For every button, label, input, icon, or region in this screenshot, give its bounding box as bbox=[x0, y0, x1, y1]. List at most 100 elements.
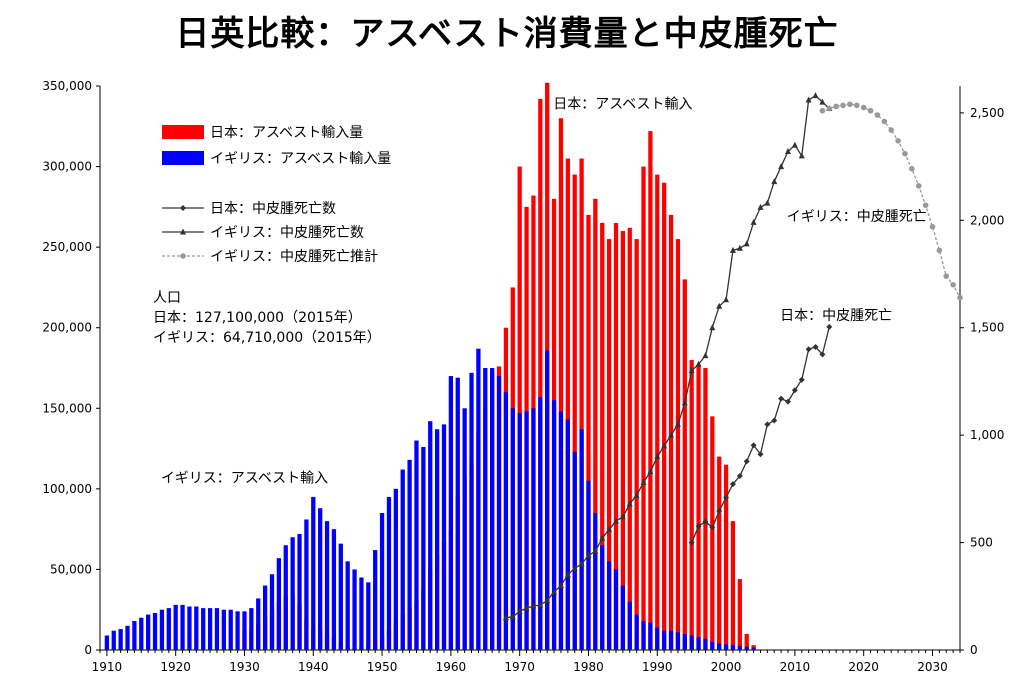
bar-uk-1996 bbox=[696, 637, 701, 650]
bar-uk-1992 bbox=[668, 630, 674, 650]
bar-japan-1973 bbox=[538, 98, 543, 651]
bar-uk-1923 bbox=[194, 606, 199, 650]
bar-uk-1979 bbox=[579, 429, 584, 650]
legend-label-2: 日本：中皮腫死亡数 bbox=[210, 201, 336, 217]
bar-uk-1915 bbox=[139, 617, 144, 650]
population-uk: イギリス：64,710,000（2015年） bbox=[153, 330, 381, 346]
legend-label-1: イギリス：アスベスト輸入量 bbox=[210, 151, 391, 167]
jp-deaths-point-2015 bbox=[826, 323, 833, 330]
bar-japan-1989 bbox=[648, 131, 653, 650]
x-tick-label: 2020 bbox=[848, 660, 879, 674]
uk-deaths-point-1979 bbox=[578, 560, 585, 567]
jp-deaths-point-2007 bbox=[771, 417, 778, 424]
bar-uk-2003 bbox=[744, 646, 749, 650]
uk-deaths-point-1968 bbox=[502, 614, 509, 621]
x-tick-label: 1990 bbox=[642, 660, 673, 674]
uk-deaths-point-2014 bbox=[819, 98, 826, 105]
bar-uk-1937 bbox=[290, 537, 295, 650]
uk-projection-point-2015 bbox=[826, 105, 833, 112]
uk-deaths-point-1976 bbox=[557, 582, 564, 589]
bar-uk-2000 bbox=[723, 644, 729, 650]
jp-deaths-point-2010 bbox=[791, 387, 798, 394]
bar-japan-1980 bbox=[586, 214, 591, 650]
chart-title: 日英比較：アスベスト消費量と中皮腫死亡 bbox=[175, 14, 839, 54]
bar-japan-1990 bbox=[655, 174, 660, 650]
legend-label-3: イギリス：中皮腫死亡数 bbox=[210, 225, 364, 241]
bar-uk-1986 bbox=[627, 601, 632, 650]
bar-japan-1995 bbox=[689, 359, 694, 650]
uk-deaths-point-1993 bbox=[674, 420, 681, 427]
right-tick-label: 1,500 bbox=[970, 321, 1004, 335]
x-tick-label: 1960 bbox=[436, 660, 467, 674]
uk-deaths-point-1991 bbox=[661, 442, 668, 449]
bar-uk-1963 bbox=[469, 372, 474, 650]
bar-uk-1966 bbox=[490, 368, 495, 650]
uk-deaths-point-1997 bbox=[702, 352, 709, 359]
bar-uk-1943 bbox=[331, 529, 337, 650]
legend-label-0: 日本：アスベスト輸入量 bbox=[210, 125, 363, 141]
uk-projection-point-2029 bbox=[922, 202, 929, 209]
uk-deaths-point-1970 bbox=[516, 607, 523, 614]
uk-deaths-point-1974 bbox=[544, 597, 551, 604]
bar-uk-1962 bbox=[462, 408, 467, 650]
jp-deaths-point-2011 bbox=[798, 376, 805, 383]
bar-uk-1989 bbox=[648, 622, 653, 650]
bar-japan-1979 bbox=[579, 158, 584, 650]
bar-japan-2001 bbox=[730, 521, 736, 650]
uk-deaths-point-1999 bbox=[716, 302, 723, 309]
x-tick-label: 2030 bbox=[917, 660, 948, 674]
annotation-2: イギリス：中皮腫死亡 bbox=[787, 209, 927, 225]
bar-uk-1933 bbox=[262, 585, 268, 650]
uk-deaths-point-1980 bbox=[585, 551, 592, 558]
jp-deaths-point-2009 bbox=[785, 398, 791, 405]
left-tick-label: 150,000 bbox=[42, 401, 92, 415]
uk-deaths-point-2001 bbox=[729, 246, 736, 253]
bar-uk-1970 bbox=[517, 413, 522, 650]
bar-uk-1978 bbox=[572, 451, 577, 650]
bar-uk-1932 bbox=[256, 598, 261, 650]
bar-uk-1941 bbox=[318, 508, 323, 650]
right-tick-label: 500 bbox=[970, 536, 993, 550]
uk-deaths-point-2002 bbox=[736, 244, 743, 251]
uk-deaths-point-1994 bbox=[681, 399, 688, 406]
bar-japan-1981 bbox=[593, 198, 598, 651]
bar-uk-1971 bbox=[524, 411, 529, 650]
uk-deaths-point-2003 bbox=[743, 240, 750, 247]
bar-uk-1938 bbox=[297, 533, 302, 650]
x-tick-label: 1930 bbox=[229, 660, 260, 674]
bar-uk-1935 bbox=[276, 558, 282, 650]
bar-uk-1950 bbox=[379, 513, 385, 650]
uk-deaths-point-1990 bbox=[654, 453, 661, 460]
uk-deaths-point-1986 bbox=[626, 500, 633, 507]
uk-deaths-point-1972 bbox=[530, 602, 537, 609]
uk-projection-point-2025 bbox=[895, 137, 901, 144]
jp-deaths-point-1999 bbox=[716, 507, 723, 514]
bar-uk-1976 bbox=[558, 411, 564, 650]
bar-uk-1914 bbox=[132, 620, 137, 650]
left-tick-label: 200,000 bbox=[42, 321, 92, 335]
bar-uk-1931 bbox=[249, 608, 254, 650]
bar-japan-1985 bbox=[620, 231, 626, 650]
x-tick-label: 2000 bbox=[711, 660, 742, 674]
bar-uk-1924 bbox=[201, 608, 206, 650]
bar-uk-1959 bbox=[441, 424, 447, 650]
uk-deaths-point-2008 bbox=[778, 163, 785, 170]
bar-japan-1994 bbox=[682, 279, 687, 650]
uk-deaths-point-2010 bbox=[791, 141, 798, 148]
bar-uk-2004 bbox=[751, 647, 756, 650]
bar-uk-1961 bbox=[455, 377, 460, 650]
left-tick-label: 250,000 bbox=[42, 240, 92, 254]
bar-japan-1987 bbox=[634, 239, 639, 651]
legend: 日本：アスベスト輸入量イギリス：アスベスト輸入量日本：中皮腫死亡数イギリス：中皮… bbox=[162, 125, 391, 265]
bar-japan-1998 bbox=[710, 416, 715, 650]
bar-uk-1946 bbox=[352, 569, 357, 650]
plot-area: 0 50,000 100,000 150,000 200,000 250,000 300,0… bbox=[42, 79, 1004, 674]
bar-uk-1967 bbox=[496, 376, 502, 650]
uk-deaths-point-2012 bbox=[805, 96, 812, 103]
bar-uk-1945 bbox=[345, 561, 350, 650]
left-tick-label: 300,000 bbox=[42, 160, 92, 174]
bar-uk-1934 bbox=[269, 574, 275, 650]
uk-deaths-point-2011 bbox=[798, 152, 805, 159]
uk-projection-point-2022 bbox=[874, 112, 881, 118]
